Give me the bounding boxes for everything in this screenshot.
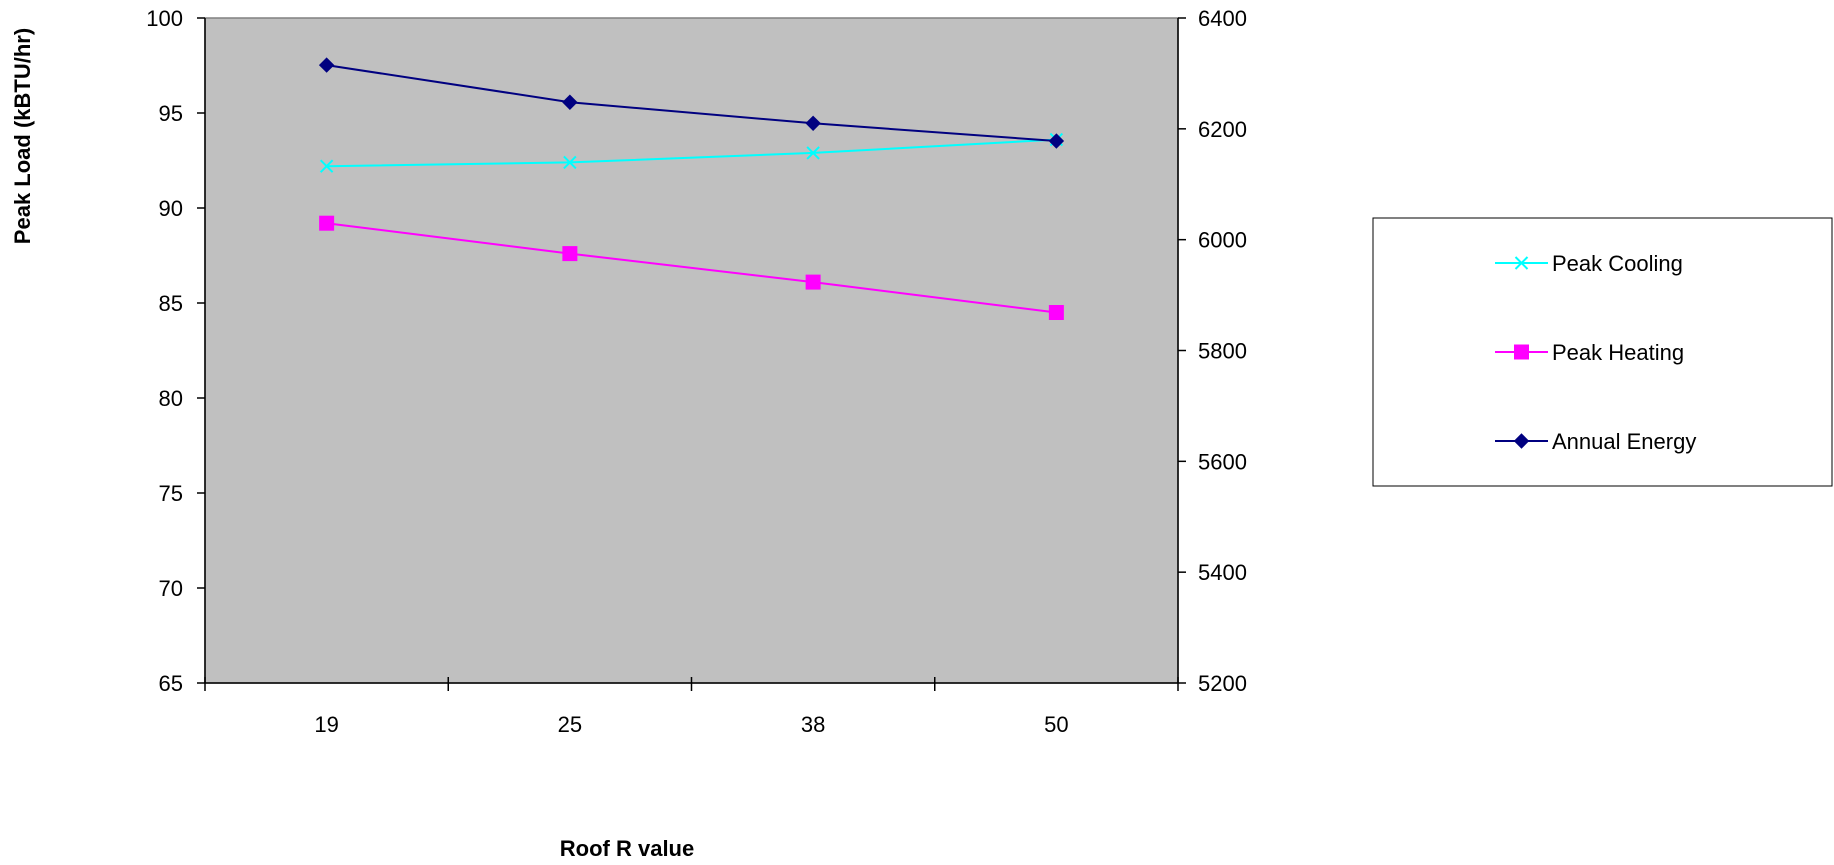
x-axis-tick-label: 50 — [1044, 712, 1068, 737]
y-axis-tick-label: 95 — [159, 101, 183, 126]
y2-axis-tick-label: 5400 — [1198, 560, 1247, 585]
marker-stroke — [1514, 256, 1529, 270]
y-axis-tick-label: 65 — [159, 671, 183, 696]
x-axis-tick-label: 19 — [314, 712, 338, 737]
data-point-peak-cooling — [319, 159, 334, 173]
data-point-annual-energy — [805, 115, 821, 131]
y2-axis-tick-label: 6200 — [1198, 117, 1247, 142]
y2-axis-tick-label: 5200 — [1198, 671, 1247, 696]
data-point-peak-heating — [805, 274, 821, 290]
y2-axis-tick-label: 5600 — [1198, 449, 1247, 474]
y-axis-tick-label: 85 — [159, 291, 183, 316]
data-point-peak-cooling — [563, 155, 577, 170]
marker-stroke — [563, 155, 577, 170]
data-point-peak-cooling — [806, 146, 820, 160]
data-point-annual-energy — [318, 57, 335, 73]
legend-label-peak-heating: Peak Heating — [1552, 340, 1684, 365]
legend-label-annual-energy: Annual Energy — [1552, 429, 1696, 454]
legend-marker-peak-heating — [1514, 344, 1529, 360]
legend-box — [1372, 217, 1833, 487]
y2-axis-tick-label: 6400 — [1198, 6, 1247, 31]
y2-axis-tick-label: 5800 — [1198, 339, 1247, 364]
data-point-annual-energy — [562, 94, 578, 110]
y2-axis-tick-label: 6000 — [1198, 228, 1247, 253]
x-axis-tick-label: 25 — [558, 712, 582, 737]
marker-stroke — [806, 146, 820, 160]
x-axis-tick-label: 38 — [801, 712, 825, 737]
y-axis-tick-label: 100 — [146, 6, 183, 31]
y-axis-tick-label: 80 — [159, 386, 183, 411]
data-point-annual-energy — [1048, 133, 1065, 149]
series-line-peak-cooling — [326, 138, 1057, 168]
data-point-peak-heating — [1048, 305, 1064, 320]
y-axis-title: Peak Load (kBTU/hr) — [10, 28, 35, 244]
series-line-annual-energy — [326, 64, 1057, 143]
data-point-peak-heating — [562, 246, 578, 262]
legend-marker-peak-cooling — [1514, 256, 1529, 270]
y-axis-tick-label: 75 — [159, 481, 183, 506]
series-line-peak-heating — [326, 222, 1057, 314]
x-axis-title: Roof R value — [560, 836, 694, 861]
legend-label-peak-cooling: Peak Cooling — [1552, 251, 1683, 276]
legend-marker-annual-energy — [1513, 433, 1530, 449]
plot-area — [204, 17, 1179, 684]
y-axis-tick-label: 70 — [159, 576, 183, 601]
marker-stroke — [319, 159, 334, 173]
y-axis-tick-label: 90 — [159, 196, 183, 221]
data-point-peak-heating — [319, 215, 335, 231]
